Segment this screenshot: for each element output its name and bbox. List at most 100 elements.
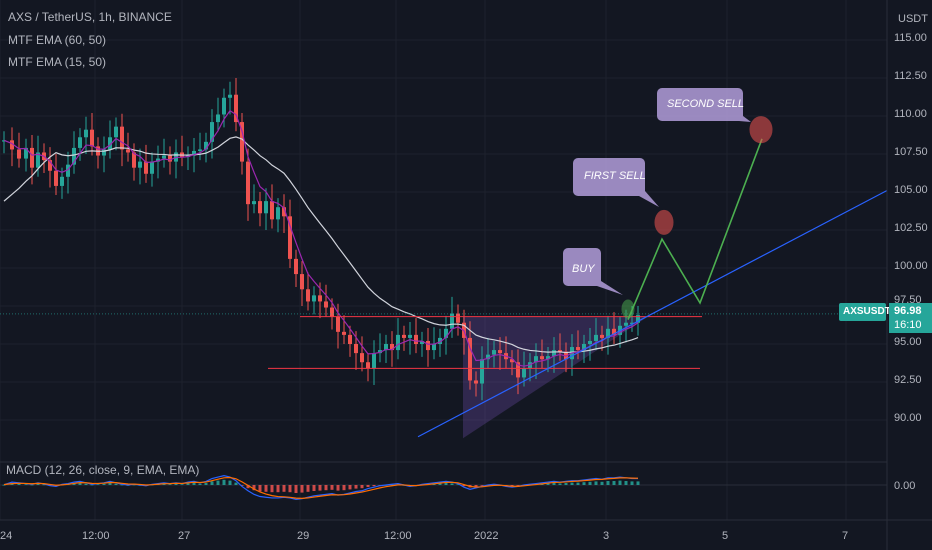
macd-histogram-bar: [552, 483, 556, 485]
candle-body: [210, 122, 214, 142]
candle-body: [10, 140, 14, 150]
macd-histogram-bar: [240, 485, 244, 486]
macd-histogram-bar: [24, 484, 28, 485]
candle-body: [324, 301, 328, 308]
candle-body: [390, 344, 394, 351]
candle-body: [168, 155, 172, 162]
candle-body: [150, 161, 154, 174]
candle-body: [60, 176, 64, 186]
candle-body: [444, 328, 448, 338]
macd-histogram-bar: [42, 484, 46, 486]
macd-histogram-bar: [84, 483, 88, 485]
macd-histogram-bar: [180, 484, 184, 485]
candle-body: [258, 201, 262, 214]
candle-body: [630, 322, 634, 324]
macd-histogram-bar: [474, 485, 478, 487]
candle-body: [552, 350, 556, 357]
macd-histogram-bar: [450, 483, 454, 485]
macd-histogram-bar: [270, 485, 274, 493]
first-sell-callout[interactable]: FIRST SELL: [573, 158, 659, 207]
candle-body: [396, 334, 400, 351]
candle-body: [480, 359, 484, 384]
candle-body: [276, 207, 280, 220]
first-sell-target-circle: [654, 209, 674, 235]
ema-slow-line: [3, 136, 639, 354]
macd-histogram-bar: [564, 483, 568, 485]
candle-body: [306, 289, 310, 302]
candle-body: [576, 347, 580, 351]
candle-body: [312, 295, 316, 302]
macd-histogram-bar: [222, 479, 226, 485]
macd-histogram-bar: [228, 480, 232, 485]
macd-histogram-bar: [36, 483, 40, 485]
time-tick: 29: [297, 530, 309, 542]
candle-body: [192, 150, 196, 156]
macd-histogram-bar: [366, 485, 370, 487]
macd-histogram-bar: [606, 481, 610, 485]
macd-histogram-bar: [444, 483, 448, 485]
candle-body: [114, 126, 118, 138]
price-tick: 92.50: [894, 374, 922, 386]
macd-tick: 0.00: [894, 480, 915, 492]
price-tick: 110.00: [894, 108, 927, 120]
candle-body: [282, 207, 286, 217]
macd-histogram-bar: [324, 485, 328, 491]
macd-histogram-bar: [120, 484, 124, 486]
price-tick: 105.00: [894, 184, 928, 196]
chart-title: AXS / TetherUS, 1h, BINANCE: [8, 10, 172, 24]
symbol-name: AXSUSDT: [843, 306, 891, 317]
time-tick: 12:00: [384, 530, 412, 542]
macd-histogram-bar: [17, 483, 21, 485]
macd-histogram-bar: [162, 483, 166, 485]
candle-body: [372, 353, 376, 369]
macd-legend: MACD (12, 26, close, 9, EMA, EMA): [6, 463, 200, 477]
macd-histogram-bar: [216, 480, 220, 485]
second-sell-target-circle: [749, 116, 773, 144]
time-tick: 2022: [474, 530, 498, 542]
macd-histogram-bar: [288, 485, 292, 493]
macd-histogram-bar: [306, 485, 310, 492]
candle-body: [636, 315, 640, 323]
candle-body: [564, 351, 568, 360]
macd-histogram-bar: [330, 485, 334, 490]
candle-body: [288, 216, 292, 259]
candle-body: [30, 147, 34, 168]
candle-body: [384, 344, 388, 351]
macd-histogram-bar: [480, 485, 484, 486]
candle-body: [348, 334, 352, 344]
price-tick: 102.50: [894, 222, 928, 234]
candle-body: [540, 356, 544, 360]
candle-body: [294, 258, 298, 275]
macd-histogram-bar: [360, 485, 364, 489]
candle-body: [90, 129, 94, 147]
macd-histogram-bar: [348, 485, 352, 490]
macd-histogram-bar: [186, 483, 190, 485]
candle-body: [612, 328, 616, 335]
candle-body: [378, 350, 382, 354]
symbol-tag[interactable]: AXSUSDT: [839, 303, 891, 321]
candle-body: [24, 147, 28, 159]
macd-histogram-bar: [318, 485, 322, 491]
buy-callout[interactable]: BUY: [563, 248, 623, 295]
second-sell-callout[interactable]: SECOND SELL: [657, 88, 751, 122]
macd-histogram-bar: [354, 485, 358, 489]
candle-body: [222, 97, 226, 115]
candle-body: [66, 164, 70, 177]
bar-countdown: 16:10: [894, 319, 922, 331]
price-tick: 95.00: [894, 336, 922, 348]
candle-body: [588, 340, 592, 344]
candle-body: [354, 344, 358, 354]
candle-body: [360, 353, 364, 363]
macd-histogram-bar: [546, 483, 550, 485]
macd-histogram-bar: [456, 484, 460, 485]
macd-histogram-bar: [372, 485, 376, 487]
macd-histogram-bar: [294, 485, 298, 493]
macd-histogram-bar: [600, 481, 604, 485]
candle-body: [216, 114, 220, 123]
candle-body: [606, 328, 610, 338]
macd-panel: [0, 475, 887, 501]
macd-histogram-bar: [618, 480, 622, 485]
time-tick: 24: [0, 530, 12, 542]
candle-body: [330, 307, 334, 317]
